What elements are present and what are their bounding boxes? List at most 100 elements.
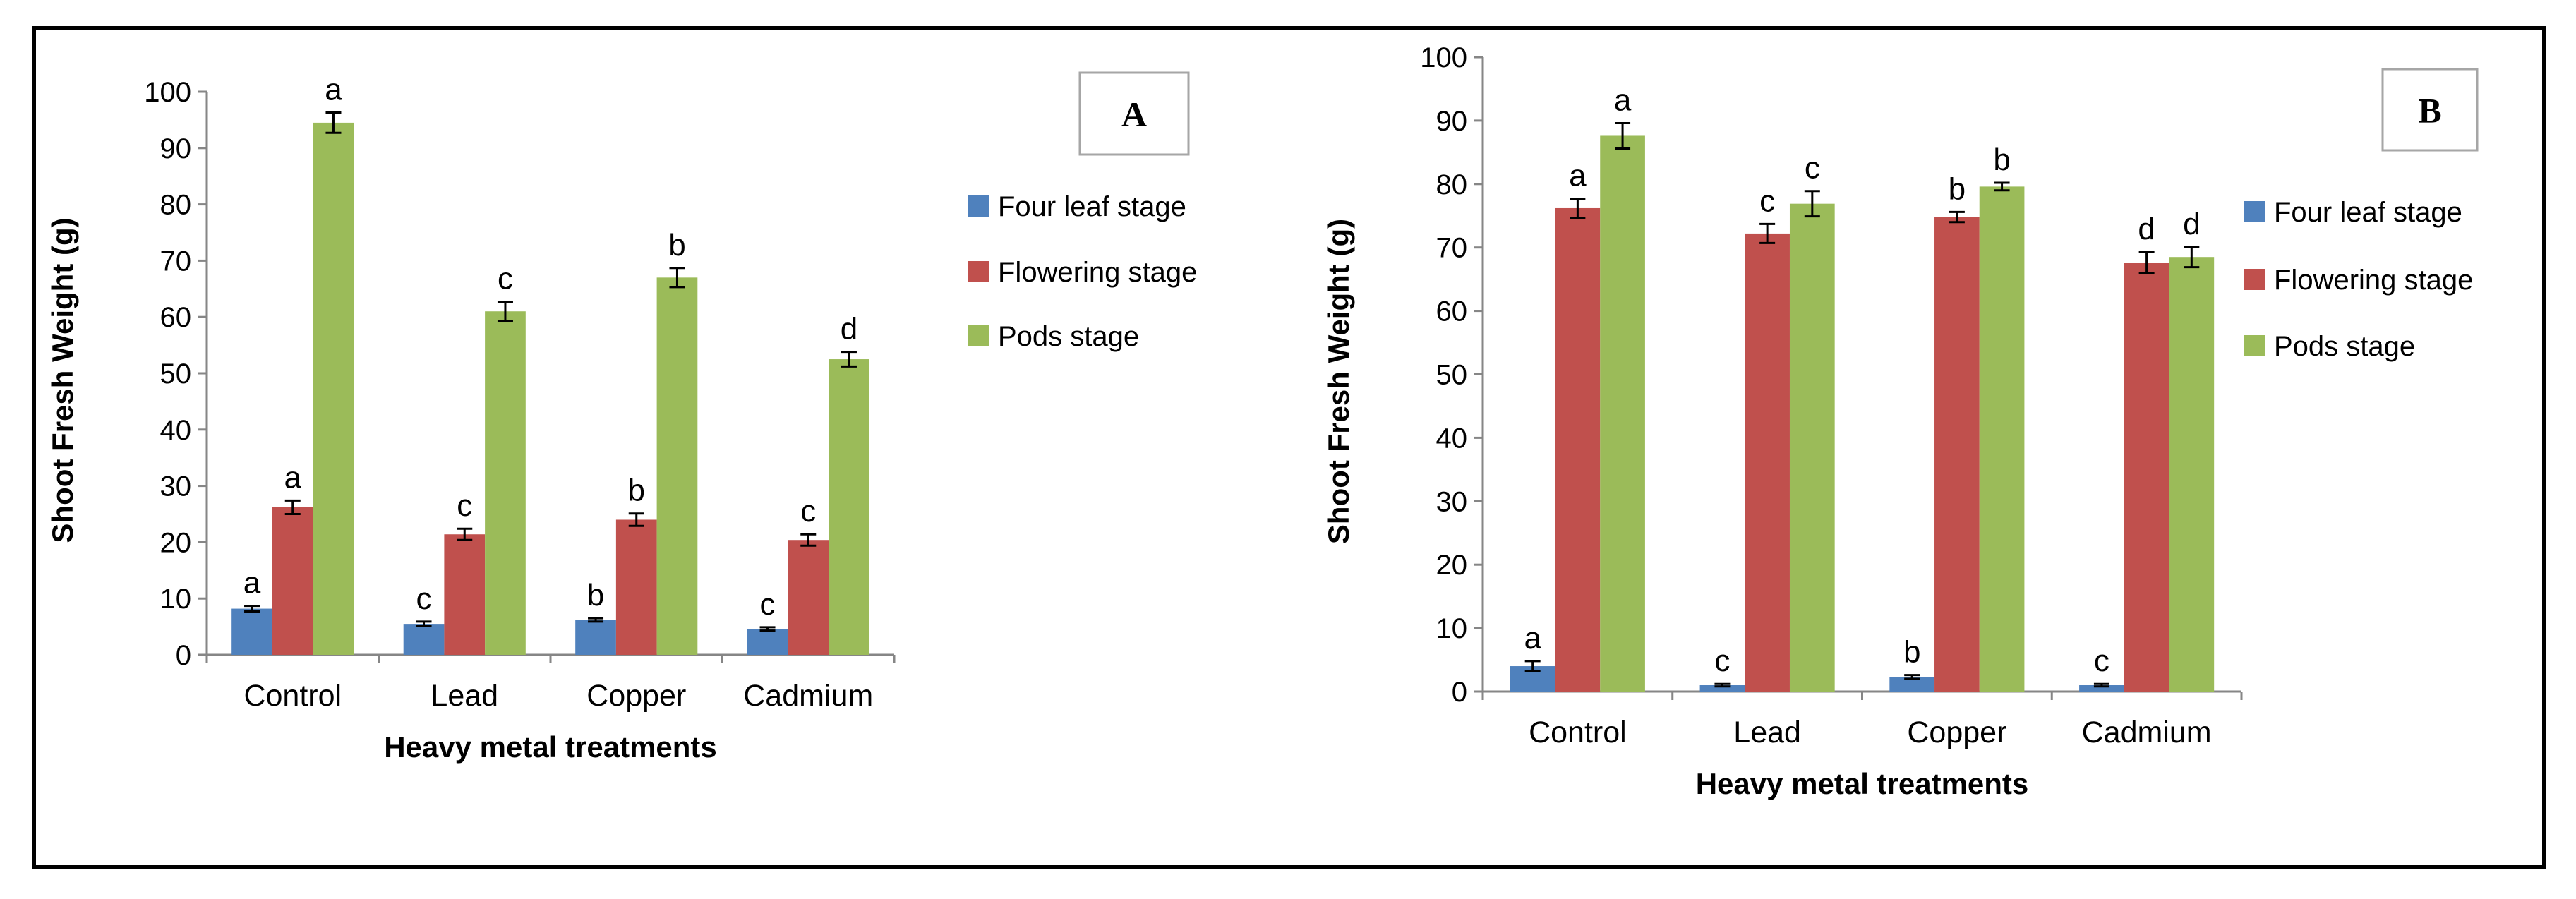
y-tick-label: 100 — [144, 77, 191, 108]
significance-letter: c — [2094, 644, 2109, 678]
bar — [313, 122, 354, 655]
significance-letter: b — [587, 578, 604, 613]
y-tick-label: 80 — [1436, 169, 1468, 200]
y-axis-title: Shoot Fresh Weight (g) — [1322, 219, 1355, 544]
x-tick-label: Control — [1529, 716, 1627, 749]
y-tick-label: 60 — [1436, 296, 1468, 327]
panel-label: A — [1121, 95, 1147, 134]
bar — [656, 277, 698, 656]
y-axis-title: Shoot Fresh Weight (g) — [46, 217, 79, 543]
chart-panel-a: 0 10 20 30 40 50 60 70 80 90 100 a a a Control c c c Lead b… — [46, 71, 1197, 764]
legend-swatch — [968, 325, 989, 346]
bar — [747, 629, 788, 655]
legend-swatch — [968, 195, 989, 217]
bar — [2169, 257, 2215, 692]
y-tick-label: 0 — [1452, 677, 1467, 708]
significance-letter: c — [1805, 151, 1820, 186]
significance-letter: d — [841, 312, 857, 346]
y-tick-label: 50 — [1436, 360, 1468, 391]
bar — [615, 519, 657, 655]
x-tick-label: Cadmium — [743, 679, 873, 713]
significance-letter: a — [1569, 158, 1587, 193]
x-axis-title: Heavy metal treatments — [1696, 767, 2029, 800]
significance-letter: c — [800, 494, 816, 529]
bar — [1979, 186, 2025, 692]
bar — [1600, 135, 1645, 692]
y-tick-label: 50 — [160, 358, 192, 390]
chart-panel-b: 0102030405060708090100aaaControlcccLeadb… — [1322, 42, 2479, 800]
x-tick-label: Cadmium — [2082, 716, 2212, 749]
x-tick-label: Control — [243, 679, 342, 713]
significance-letter: c — [760, 587, 776, 622]
bar — [575, 620, 616, 655]
y-tick-label: 90 — [1436, 106, 1468, 137]
bar — [1934, 217, 1980, 692]
significance-letter: a — [325, 73, 342, 107]
legend-swatch — [2244, 335, 2265, 356]
legend-swatch — [968, 261, 989, 282]
legend-swatch — [2244, 201, 2265, 222]
significance-letter: c — [1759, 183, 1775, 218]
panel-label-box — [1078, 71, 1190, 156]
y-tick-label: 60 — [160, 302, 192, 333]
y-tick-label: 80 — [160, 190, 192, 221]
legend-label: Four leaf stage — [2274, 197, 2462, 228]
panel-label-box — [2381, 68, 2479, 152]
y-tick-label: 0 — [176, 640, 191, 671]
significance-letter: b — [1903, 635, 1920, 670]
bar — [231, 608, 272, 655]
x-tick-label: Lead — [1733, 716, 1801, 749]
x-tick-label: Copper — [1907, 716, 2006, 749]
significance-letter: b — [1949, 171, 1966, 206]
legend-label: Pods stage — [998, 321, 1139, 352]
legend-label: Four leaf stage — [998, 191, 1186, 222]
legend-label: Flowering stage — [998, 257, 1197, 288]
x-tick-label: Lead — [431, 679, 498, 713]
y-tick-label: 10 — [1436, 613, 1468, 644]
significance-letter: a — [243, 566, 261, 601]
bar — [1889, 677, 1935, 692]
significance-letter: c — [457, 488, 472, 523]
bar — [2124, 263, 2169, 692]
y-tick-label: 30 — [160, 471, 192, 502]
significance-letter: a — [284, 460, 302, 495]
bar — [1745, 233, 1790, 692]
significance-letter: b — [628, 473, 645, 508]
y-tick-label: 20 — [1436, 550, 1468, 581]
y-tick-label: 90 — [160, 133, 192, 164]
y-tick-label: 10 — [160, 584, 192, 615]
bar — [272, 507, 313, 655]
legend-label: Pods stage — [2274, 331, 2415, 362]
bar — [444, 534, 486, 655]
y-tick-label: 30 — [1436, 486, 1468, 517]
significance-letter: b — [1993, 143, 2010, 177]
bar — [829, 359, 869, 655]
legend-swatch — [2244, 269, 2265, 290]
bar — [1699, 685, 1745, 692]
y-tick-label: 100 — [1420, 42, 1467, 73]
y-tick-label: 20 — [160, 527, 192, 558]
significance-letter: c — [498, 262, 513, 296]
bar — [788, 540, 829, 655]
y-tick-label: 40 — [1436, 423, 1468, 454]
y-tick-label: 70 — [1436, 233, 1468, 264]
x-axis-title: Heavy metal treatments — [384, 730, 717, 764]
panel-label: B — [2418, 91, 2441, 131]
significance-letter: c — [1714, 644, 1730, 678]
significance-letter: c — [416, 581, 432, 616]
significance-letter: a — [1524, 621, 1541, 656]
y-tick-label: 70 — [160, 246, 192, 277]
bar — [1789, 203, 1835, 692]
legend-label: Flowering stage — [2274, 265, 2473, 296]
bar — [403, 624, 445, 655]
bar — [1555, 207, 1601, 692]
x-tick-label: Copper — [586, 679, 686, 713]
bar — [2079, 685, 2124, 692]
significance-letter: a — [1614, 83, 1632, 117]
significance-letter: b — [668, 228, 685, 263]
bar — [485, 311, 526, 655]
significance-letter: d — [2183, 207, 2200, 241]
significance-letter: d — [2138, 212, 2155, 246]
y-tick-label: 40 — [160, 415, 192, 446]
